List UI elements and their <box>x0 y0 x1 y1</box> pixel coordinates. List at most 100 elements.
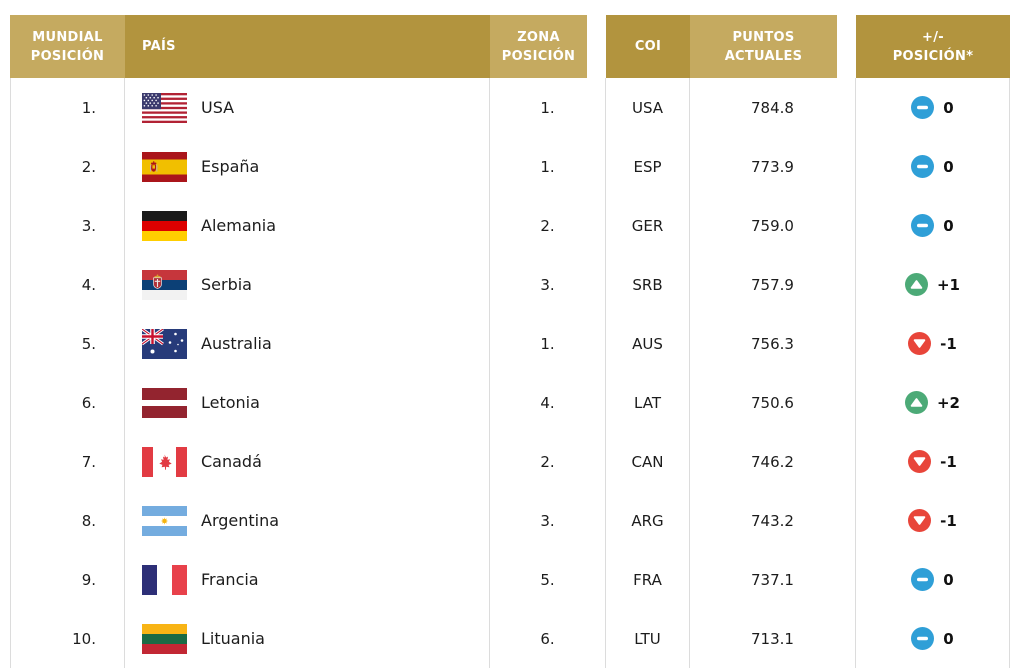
coi-code: ARG <box>631 511 664 530</box>
world-rank-value: 10. <box>72 629 96 648</box>
arrow-down-circle-icon <box>908 450 932 473</box>
arrow-down-circle-icon <box>908 509 932 532</box>
zone-rank-cell: 1. <box>490 314 606 373</box>
coi-code: SRB <box>632 275 663 294</box>
coi-code: GER <box>631 216 664 235</box>
flag-arg-icon <box>142 505 187 536</box>
country-cell: España <box>125 137 490 196</box>
world-rank-cell: 6. <box>10 373 125 432</box>
coi-code: FRA <box>633 570 662 589</box>
country-name: Argentina <box>201 511 280 530</box>
flag-can-icon <box>142 446 187 477</box>
points-value: 713.1 <box>751 629 794 648</box>
position-change-value: 0 <box>943 98 954 117</box>
country-cell: Australia <box>125 314 490 373</box>
country-cell: Argentina <box>125 491 490 550</box>
arrow-up-circle-icon <box>904 391 928 414</box>
coi-cell: ARG <box>606 491 690 550</box>
header-zone-position: ZONA POSICIÓN <box>490 15 587 78</box>
zone-rank-cell: 2. <box>490 432 606 491</box>
zone-rank-cell: 5. <box>490 550 606 609</box>
zone-rank-cell: 2. <box>490 196 606 255</box>
position-change-cell: 0 <box>856 78 1010 137</box>
table-row: 4. Serbia 3. SRB 757.9 +1 <box>10 255 1010 314</box>
country-cell: Alemania <box>125 196 490 255</box>
table-row: 1. USA 1. USA 784.8 0 <box>10 78 1010 137</box>
coi-cell: SRB <box>606 255 690 314</box>
coi-cell: AUS <box>606 314 690 373</box>
header-coi: COI <box>606 15 690 78</box>
header-current-points: PUNTOS ACTUALES <box>690 15 837 78</box>
flag-ger-icon <box>142 210 187 241</box>
country-name: Alemania <box>201 216 277 235</box>
points-cell: 737.1 <box>690 550 856 609</box>
coi-code: ESP <box>633 157 662 176</box>
world-rank-value: 2. <box>81 157 96 176</box>
points-value: 743.2 <box>751 511 794 530</box>
points-value: 759.0 <box>751 216 794 235</box>
position-change-cell: -1 <box>856 314 1010 373</box>
zone-rank-cell: 4. <box>490 373 606 432</box>
table-row: 10. Lituania 6. LTU 713.1 0 <box>10 609 1010 668</box>
position-change-cell: 0 <box>856 550 1010 609</box>
points-value: 746.2 <box>751 452 794 471</box>
country-name: España <box>201 157 260 176</box>
coi-code: CAN <box>631 452 664 471</box>
points-cell: 756.3 <box>690 314 856 373</box>
coi-cell: ESP <box>606 137 690 196</box>
zone-rank-cell: 1. <box>490 137 606 196</box>
world-rank-value: 4. <box>81 275 96 294</box>
country-cell: Lituania <box>125 609 490 668</box>
zone-rank-value: 5. <box>540 570 555 589</box>
minus-circle-icon <box>911 155 935 178</box>
world-ranking-table: MUNDIAL POSICIÓN PAÍS ZONA POSICIÓN COI … <box>10 15 1010 668</box>
points-value: 756.3 <box>751 334 794 353</box>
table-row: 2. España 1. ESP 773.9 0 <box>10 137 1010 196</box>
coi-cell: FRA <box>606 550 690 609</box>
flag-srb-icon <box>142 269 187 300</box>
country-cell: Letonia <box>125 373 490 432</box>
zone-rank-value: 1. <box>540 334 555 353</box>
world-rank-cell: 8. <box>10 491 125 550</box>
flag-esp-icon <box>142 151 187 182</box>
points-cell: 773.9 <box>690 137 856 196</box>
position-change-value: 0 <box>943 629 954 648</box>
points-cell: 713.1 <box>690 609 856 668</box>
country-cell: Serbia <box>125 255 490 314</box>
table-body: 1. USA 1. USA 784.8 0 2. España 1. <box>10 78 1010 668</box>
points-value: 757.9 <box>751 275 794 294</box>
points-value: 773.9 <box>751 157 794 176</box>
world-rank-value: 1. <box>81 98 96 117</box>
points-cell: 759.0 <box>690 196 856 255</box>
zone-rank-value: 3. <box>540 275 555 294</box>
world-rank-value: 7. <box>81 452 96 471</box>
zone-rank-cell: 1. <box>490 78 606 137</box>
position-change-value: 0 <box>943 570 954 589</box>
flag-ltu-icon <box>142 623 187 654</box>
position-change-cell: +2 <box>856 373 1010 432</box>
flag-usa-icon <box>142 92 187 123</box>
world-rank-cell: 9. <box>10 550 125 609</box>
points-cell: 746.2 <box>690 432 856 491</box>
minus-circle-icon <box>911 96 935 119</box>
coi-code: AUS <box>632 334 663 353</box>
position-change-cell: 0 <box>856 137 1010 196</box>
arrow-up-circle-icon <box>904 273 928 296</box>
position-change-cell: 0 <box>856 196 1010 255</box>
zone-rank-value: 1. <box>540 157 555 176</box>
minus-circle-icon <box>911 568 935 591</box>
points-cell: 784.8 <box>690 78 856 137</box>
coi-cell: GER <box>606 196 690 255</box>
zone-rank-value: 2. <box>540 452 555 471</box>
position-change-cell: +1 <box>856 255 1010 314</box>
position-change-cell: -1 <box>856 432 1010 491</box>
zone-rank-cell: 3. <box>490 491 606 550</box>
points-cell: 743.2 <box>690 491 856 550</box>
minus-circle-icon <box>911 627 935 650</box>
position-change-value: +2 <box>936 393 960 412</box>
position-change-value: -1 <box>940 511 957 530</box>
points-value: 750.6 <box>751 393 794 412</box>
zone-rank-value: 4. <box>540 393 555 412</box>
points-cell: 750.6 <box>690 373 856 432</box>
world-rank-value: 9. <box>81 570 96 589</box>
